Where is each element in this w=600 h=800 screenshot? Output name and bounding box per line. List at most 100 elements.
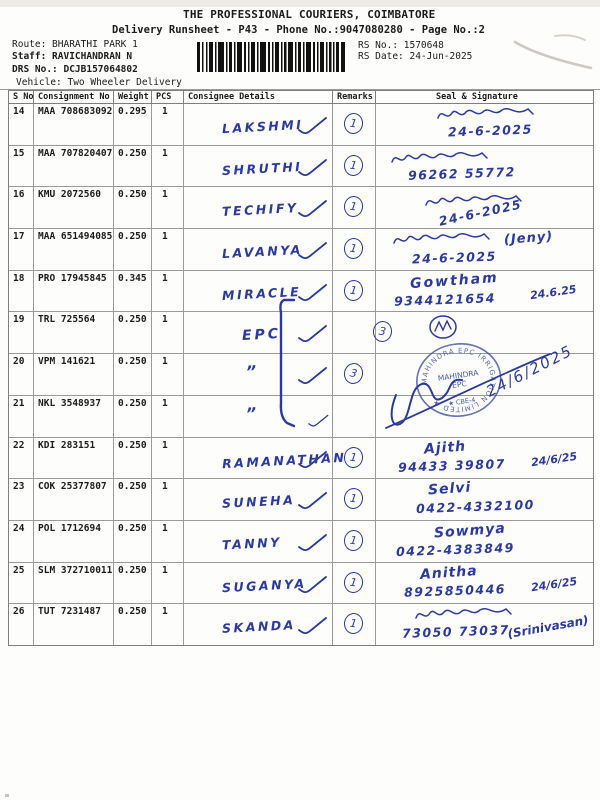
rs-date-line: RS Date: 24-Jun-2025	[358, 51, 473, 62]
handwritten-receiver-name: Anitha	[419, 562, 479, 583]
handwritten-consignee-name: RAMANATHAN	[221, 449, 347, 471]
vehicle-line: Vehicle: Two Wheeler Delivery	[16, 77, 182, 88]
header-weight: Weight	[114, 91, 152, 103]
consignment-number-cell: MAA 708683092	[34, 104, 114, 145]
consignment-number-cell: COK 25377807	[34, 479, 114, 520]
seal-signature-cell: Sowmya 0422-4383849	[376, 520, 593, 562]
consignee-cell: EPC	[184, 312, 333, 354]
remark-circled-number: 1	[342, 278, 365, 302]
table-row: 23 COK 25377807 0.250 1 SUNEHA 1	[9, 479, 593, 521]
handwritten-date: 24/6/25	[530, 449, 578, 469]
remark-circled-number: 1	[342, 570, 365, 594]
consignment-number-cell: POL 1712694	[34, 520, 114, 562]
remark-circled-number: 1	[342, 612, 365, 636]
weight-cell: 0.250	[114, 187, 152, 229]
seal-signature-cell	[376, 312, 593, 353]
consignment-number-cell: MAA 651494085	[34, 229, 114, 270]
table-row: 19 TRL 725564 0.250 1 EPC 3	[9, 312, 593, 355]
handwritten-phone-or-date: 0422-4332100	[415, 497, 536, 517]
table-row: 14 MAA 708683092 0.295 1 LAKSHMI 1	[9, 104, 593, 146]
handwritten-date: 24.6.25	[529, 282, 578, 302]
remarks-cell: 1	[333, 229, 376, 270]
consignee-cell: SKANDA	[184, 604, 333, 645]
weight-cell: 0.250	[114, 229, 152, 270]
sno-cell: 16	[9, 187, 34, 229]
handwritten-receiver-name: Gowtham	[409, 269, 500, 292]
weight-cell: 0.250	[114, 312, 152, 354]
runsheet-table: S No Consignment No Weight PCS Consignee…	[8, 90, 594, 646]
handwritten-phone-or-date: 24-6-2025	[411, 248, 498, 267]
tick-mark-icon	[308, 414, 329, 427]
handwritten-phone-or-date: 0422-4383849	[395, 539, 516, 559]
pcs-cell: 1	[152, 604, 184, 645]
consignment-number-cell: VPM 141621	[34, 354, 114, 395]
remark-circled-number: 1	[342, 153, 365, 177]
header-pcs: PCS	[152, 91, 184, 103]
consignee-cell: SUGANYA	[184, 562, 333, 604]
pcs-cell: 1	[152, 270, 184, 312]
table-row: 20 VPM 141621 0.250 1 ” 3	[9, 354, 593, 396]
document-title: THE PROFESSIONAL COURIERS, COIMBATORE	[183, 8, 436, 21]
handwritten-receiver-name: Selvi	[427, 479, 472, 499]
sno-cell: 22	[9, 437, 34, 479]
scan-artifact-mark	[513, 34, 593, 70]
seal-signature-cell: 73050 73037 (Srinivasan)	[376, 604, 593, 645]
scan-speck	[5, 794, 9, 797]
pcs-cell: 1	[152, 520, 184, 562]
consignee-cell: ”	[184, 395, 333, 437]
table-row: 15 MAA 707820407 0.250 1 SHRUTHI 1	[9, 145, 593, 188]
circled-scribble-icon	[429, 315, 457, 340]
pcs-cell: 1	[152, 354, 184, 395]
remarks-cell	[333, 395, 376, 437]
seal-signature-cell: 24-6-2025	[376, 104, 593, 145]
remarks-cell: 1	[333, 562, 376, 604]
consignment-number-cell: NKL 3548937	[34, 395, 114, 437]
signature-scribble-icon	[391, 151, 488, 163]
route-line: Route: BHARATHI PARK 1	[12, 39, 138, 50]
weight-cell: 0.250	[114, 520, 152, 562]
consignee-cell: SHRUTHI	[184, 145, 333, 187]
pcs-cell: 1	[152, 437, 184, 479]
tick-mark-icon	[298, 158, 327, 176]
consignment-number-cell: MAA 707820407	[34, 145, 114, 187]
seal-signature-cell: Anitha 8925850446 24/6/25	[376, 563, 593, 604]
consignment-number-cell: TUT 7231487	[34, 604, 114, 645]
consignee-cell: LAKSHMI	[184, 104, 333, 145]
remark-circled-number: 1	[342, 236, 365, 261]
table-row: 26 TUT 7231487 0.250 1 SKANDA 1	[9, 604, 593, 645]
consignment-number-cell: KDI 283151	[34, 437, 114, 479]
sno-cell: 24	[9, 520, 34, 562]
pcs-cell: 1	[152, 395, 184, 437]
remarks-cell: 3	[333, 312, 394, 354]
remark-circled-number: 1	[342, 111, 365, 136]
remark-circled-number: 1	[342, 486, 365, 511]
tick-mark-icon	[298, 617, 327, 635]
pen-bracket-icon	[279, 298, 296, 428]
remark-circled-number: 1	[342, 195, 365, 219]
weight-cell: 0.250	[114, 562, 152, 604]
drs-number-line: DRS No.: DCJB157064802	[12, 64, 138, 75]
handwritten-phone-or-date: 94433 39807	[397, 455, 507, 475]
handwritten-phone-or-date: 8925850446	[403, 580, 507, 600]
tick-mark-icon	[298, 533, 327, 551]
tick-mark-icon	[298, 575, 327, 593]
remarks-cell: 1	[333, 437, 376, 479]
handwritten-consignee-name: LAKSHMI	[221, 116, 304, 137]
sno-cell: 25	[9, 562, 34, 604]
consignment-number-cell: SLM 372710011	[34, 562, 114, 604]
tick-mark-icon	[298, 283, 327, 301]
signature-scribble-icon	[415, 608, 512, 619]
tick-mark-icon	[298, 200, 327, 218]
pcs-cell: 1	[152, 187, 184, 229]
header-sno: S No	[9, 91, 34, 103]
header-remarks: Remarks	[333, 91, 376, 103]
handwritten-note: (Srinivasan)	[506, 613, 590, 642]
remarks-cell: 1	[333, 604, 376, 645]
remarks-cell: 1	[333, 520, 376, 562]
tick-mark-icon	[298, 450, 327, 468]
handwritten-consignee-name: TANNY	[221, 534, 283, 553]
consignee-cell: MIRACLE	[184, 270, 333, 312]
pcs-cell: 1	[152, 562, 184, 604]
table-row: 21 NKL 3548937 0.250 1 ”	[9, 395, 593, 438]
weight-cell: 0.250	[114, 145, 152, 187]
